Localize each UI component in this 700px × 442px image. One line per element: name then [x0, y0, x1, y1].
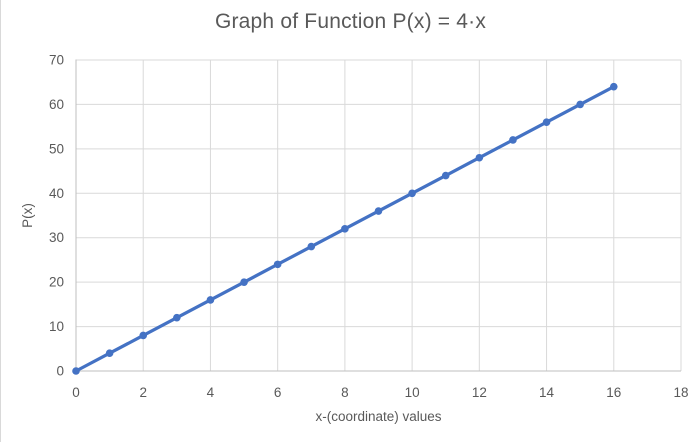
data-point-marker [72, 367, 80, 375]
y-axis-title: P(x) [20, 203, 35, 228]
data-point-marker [609, 82, 618, 91]
x-tick-label: 2 [139, 385, 147, 400]
x-tick-label: 16 [606, 385, 621, 400]
y-tick-label: 50 [49, 141, 64, 156]
data-point-marker [273, 260, 282, 269]
data-point-marker [341, 225, 349, 233]
x-tick-label: 14 [539, 385, 555, 400]
y-tick-label: 20 [49, 275, 64, 290]
x-tick-label: 18 [673, 385, 688, 400]
x-tick-label: 0 [72, 385, 80, 400]
y-tick-label: 60 [49, 97, 64, 112]
data-point-marker [240, 278, 248, 286]
x-tick-label: 4 [207, 385, 215, 400]
data-point-marker [105, 349, 114, 358]
y-tick-label: 0 [56, 364, 64, 379]
x-tick-label: 8 [341, 385, 349, 400]
data-point-marker [139, 331, 148, 340]
data-point-marker [307, 242, 316, 251]
y-tick-label: 70 [49, 53, 64, 68]
x-axis-title: x-(coordinate) values [315, 409, 441, 424]
data-point-marker [475, 153, 484, 162]
data-point-marker [408, 189, 416, 198]
data-point-marker [206, 296, 215, 304]
x-tick-label: 6 [274, 385, 282, 400]
data-point-marker [542, 118, 551, 126]
y-tick-label: 10 [49, 319, 64, 334]
data-point-marker [576, 100, 584, 109]
y-tick-label: 30 [49, 230, 64, 245]
x-tick-label: 12 [472, 385, 487, 400]
chart-title: Graph of Function P(x) = 4·x [214, 10, 487, 33]
data-point-marker [509, 136, 517, 144]
x-tick-label: 10 [405, 385, 420, 400]
data-point-marker [374, 207, 383, 215]
data-point-marker [173, 313, 181, 322]
data-point-marker [441, 171, 450, 180]
y-tick-label: 40 [49, 186, 64, 201]
